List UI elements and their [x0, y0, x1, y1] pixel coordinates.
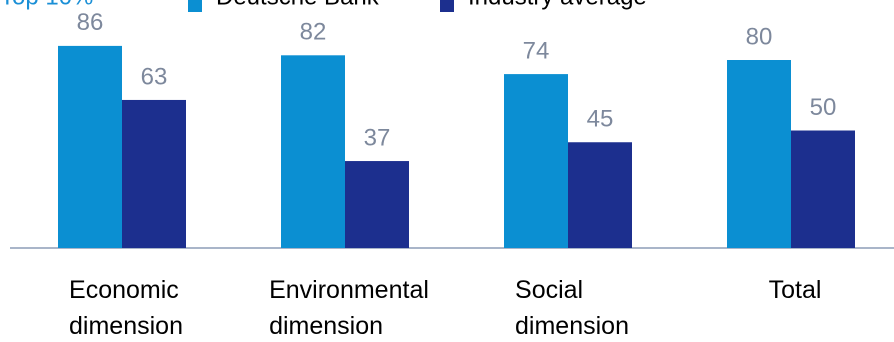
bar: [504, 74, 568, 248]
legend-swatch: [440, 0, 454, 12]
bar: [122, 99, 186, 248]
value-label: 82: [300, 19, 327, 46]
value-label: 45: [587, 106, 614, 133]
legend-label: Deutsche Bank: [216, 0, 380, 10]
bar: [791, 130, 855, 248]
value-label: 50: [810, 94, 837, 121]
bar: [58, 45, 122, 249]
chart-title: Top 10%: [0, 0, 93, 10]
bar: [281, 55, 345, 248]
category-label: Environmental dimension: [269, 276, 429, 340]
value-label: 80: [746, 23, 773, 50]
category-label: Social dimension: [515, 276, 629, 340]
value-label: 63: [141, 63, 168, 90]
legend-swatch: [188, 0, 202, 12]
legend-label: Industry average: [468, 0, 647, 10]
value-label: 74: [523, 37, 550, 64]
bar: [727, 60, 791, 248]
bar: [568, 142, 632, 248]
category-label: Total: [768, 276, 822, 304]
category-label: Economic dimension: [69, 276, 183, 340]
value-label: 37: [364, 124, 391, 151]
value-label: 86: [77, 9, 104, 36]
bar: [345, 161, 409, 248]
